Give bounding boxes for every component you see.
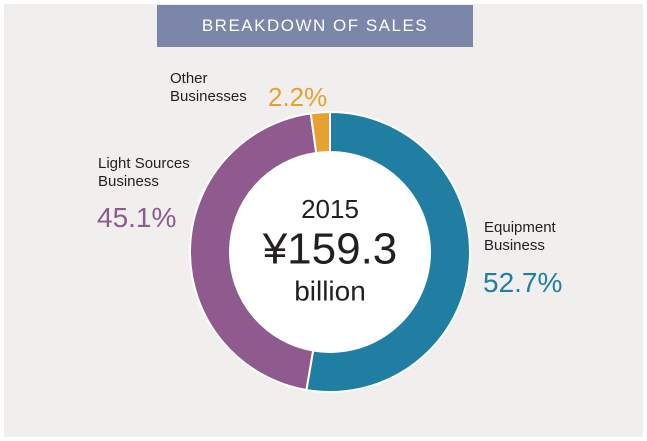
category-label: Other Businesses xyxy=(170,70,247,105)
category-label: Light Sources Business xyxy=(98,155,190,190)
donut-hole xyxy=(231,153,429,351)
value-label: 52.7% xyxy=(483,267,563,298)
value-label: 45.1% xyxy=(97,202,177,233)
donut-segment xyxy=(305,110,471,393)
category-label: Equipment Business xyxy=(484,219,556,254)
value-label: 2.2% xyxy=(268,82,328,112)
donut-segment xyxy=(189,112,318,392)
center-text: 2015 xyxy=(301,194,359,224)
center-text: ¥159.3 xyxy=(262,225,398,274)
donut-segment xyxy=(309,110,331,155)
chart-title: BREAKDOWN OF SALES xyxy=(157,5,473,47)
center-text: billion xyxy=(294,275,366,306)
